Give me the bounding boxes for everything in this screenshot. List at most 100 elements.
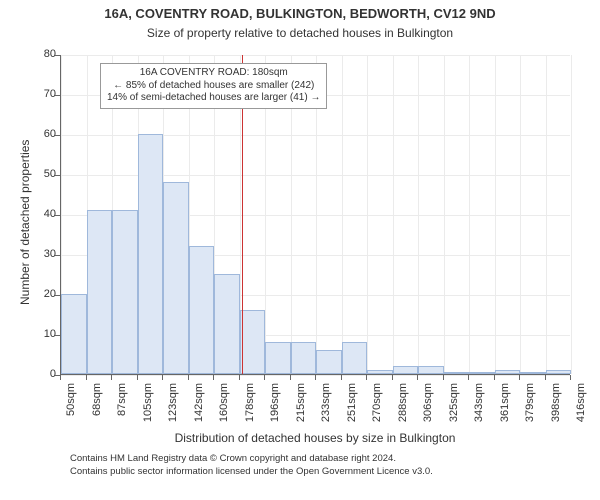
x-tick-mark [468,375,469,380]
x-tick-label: 325sqm [448,383,460,428]
grid-line-vertical [444,55,445,374]
x-tick-label: 288sqm [397,383,409,428]
x-tick-mark [60,375,61,380]
histogram-bar [87,210,113,374]
histogram-bar [444,372,470,374]
y-tick-label: 40 [28,208,56,220]
grid-line-vertical [546,55,547,374]
histogram-bar [214,274,240,374]
y-tick-label: 30 [28,248,56,260]
histogram-bar [342,342,368,374]
x-tick-label: 142sqm [193,383,205,428]
x-tick-label: 416sqm [575,383,587,428]
x-tick-label: 233sqm [320,383,332,428]
grid-line-vertical [495,55,496,374]
grid-line-vertical [418,55,419,374]
x-tick-mark [264,375,265,380]
histogram-bar [316,350,342,374]
histogram-bar [546,370,572,374]
x-tick-mark [545,375,546,380]
x-tick-label: 105sqm [142,383,154,428]
x-tick-mark [519,375,520,380]
x-tick-mark [341,375,342,380]
y-axis-label: Number of detached properties [18,139,32,304]
grid-line-vertical [367,55,368,374]
chart-title: 16A, COVENTRY ROAD, BULKINGTON, BEDWORTH… [0,6,600,21]
histogram-bar [163,182,189,374]
histogram-bar [265,342,291,374]
histogram-bar [189,246,215,374]
x-axis-label: Distribution of detached houses by size … [60,431,570,445]
y-tick-label: 20 [28,288,56,300]
x-tick-mark [315,375,316,380]
histogram-bar [291,342,317,374]
x-tick-mark [443,375,444,380]
y-tick-mark [55,95,60,96]
y-tick-mark [55,215,60,216]
x-tick-label: 123sqm [167,383,179,428]
histogram-bar [520,372,546,374]
x-tick-label: 178sqm [244,383,256,428]
grid-line-vertical [469,55,470,374]
histogram-bar [112,210,138,374]
x-tick-label: 398sqm [550,383,562,428]
chart-container: { "title": "16A, COVENTRY ROAD, BULKINGT… [0,0,600,500]
x-tick-mark [494,375,495,380]
x-tick-label: 270sqm [371,383,383,428]
x-tick-mark [162,375,163,380]
x-tick-mark [86,375,87,380]
y-tick-label: 10 [28,328,56,340]
x-tick-label: 361sqm [499,383,511,428]
histogram-bar [367,370,393,374]
histogram-bar [393,366,419,374]
annotation-line-3: 14% of semi-detached houses are larger (… [107,92,320,105]
y-tick-mark [55,175,60,176]
x-tick-label: 343sqm [473,383,485,428]
x-tick-mark [188,375,189,380]
x-tick-mark [239,375,240,380]
x-tick-label: 379sqm [524,383,536,428]
x-tick-mark [417,375,418,380]
y-tick-mark [55,335,60,336]
x-tick-label: 251sqm [346,383,358,428]
grid-line-vertical [571,55,572,374]
annotation-line-1: 16A COVENTRY ROAD: 180sqm [107,67,320,80]
y-tick-label: 50 [28,168,56,180]
x-tick-label: 50sqm [65,383,77,428]
x-tick-label: 68sqm [91,383,103,428]
y-tick-mark [55,135,60,136]
histogram-bar [469,372,495,374]
x-tick-mark [570,375,571,380]
y-tick-label: 60 [28,128,56,140]
y-tick-label: 80 [28,48,56,60]
x-tick-mark [366,375,367,380]
y-tick-mark [55,295,60,296]
x-tick-mark [111,375,112,380]
annotation-box: 16A COVENTRY ROAD: 180sqm ← 85% of detac… [100,63,327,109]
y-tick-mark [55,255,60,256]
attribution-line-2: Contains public sector information licen… [70,466,433,479]
grid-line-vertical [342,55,343,374]
y-tick-mark [55,55,60,56]
histogram-bar [61,294,87,374]
x-tick-label: 87sqm [116,383,128,428]
x-tick-mark [213,375,214,380]
x-tick-mark [290,375,291,380]
histogram-bar [240,310,266,374]
x-tick-label: 196sqm [269,383,281,428]
y-tick-label: 0 [28,368,56,380]
histogram-bar [495,370,521,374]
attribution-text: Contains HM Land Registry data © Crown c… [70,453,433,479]
attribution-line-1: Contains HM Land Registry data © Crown c… [70,453,433,466]
annotation-line-2: ← 85% of detached houses are smaller (24… [107,80,320,93]
x-tick-mark [137,375,138,380]
x-tick-mark [392,375,393,380]
histogram-bar [418,366,444,374]
y-tick-label: 70 [28,88,56,100]
chart-subtitle: Size of property relative to detached ho… [0,26,600,40]
x-tick-label: 160sqm [218,383,230,428]
x-tick-label: 306sqm [422,383,434,428]
histogram-bar [138,134,164,374]
x-tick-label: 215sqm [295,383,307,428]
grid-line-vertical [520,55,521,374]
